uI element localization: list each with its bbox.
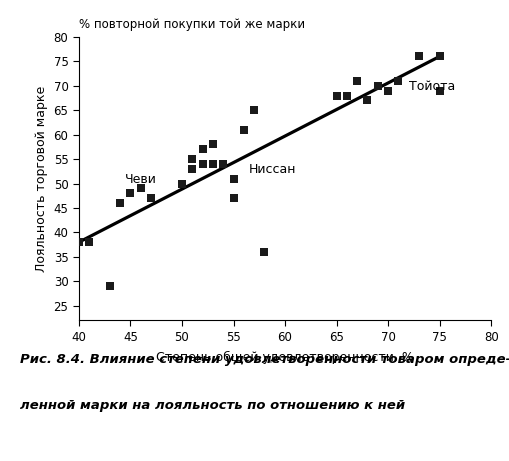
Point [436, 53, 444, 60]
Text: Тойота: Тойота [409, 80, 455, 93]
Point [374, 82, 382, 89]
Point [116, 200, 124, 207]
Text: Ниссан: Ниссан [249, 163, 296, 176]
Point [343, 92, 351, 99]
Point [353, 77, 361, 84]
Point [436, 87, 444, 95]
Y-axis label: Лояльность торговой марке: Лояльность торговой марке [35, 85, 48, 272]
Point [363, 97, 372, 104]
Text: Чеви: Чеви [125, 173, 157, 186]
Point [199, 146, 207, 153]
Point [85, 238, 93, 246]
Point [188, 155, 196, 163]
Point [230, 175, 238, 183]
Text: % повторной покупки той же марки: % повторной покупки той же марки [79, 18, 305, 31]
Point [240, 126, 248, 133]
Point [394, 77, 403, 84]
Text: ленной марки на лояльность по отношению к ней: ленной марки на лояльность по отношению … [20, 399, 406, 412]
Point [250, 106, 258, 114]
Point [126, 189, 134, 197]
Point [209, 160, 217, 168]
X-axis label: Степень общей удовлетворенности, %: Степень общей удовлетворенности, % [156, 351, 414, 364]
Point [178, 180, 186, 187]
Point [384, 87, 392, 95]
Text: Рис. 8.4. Влияние степени удовлетворенности товаром опреде-: Рис. 8.4. Влияние степени удовлетворенно… [20, 353, 509, 366]
Point [106, 283, 114, 290]
Point [147, 195, 155, 202]
Point [219, 160, 228, 168]
Point [261, 248, 269, 256]
Point [199, 160, 207, 168]
Point [332, 92, 341, 99]
Point [230, 195, 238, 202]
Point [137, 185, 145, 192]
Point [415, 53, 423, 60]
Point [75, 238, 83, 246]
Point [188, 165, 196, 172]
Point [209, 141, 217, 148]
